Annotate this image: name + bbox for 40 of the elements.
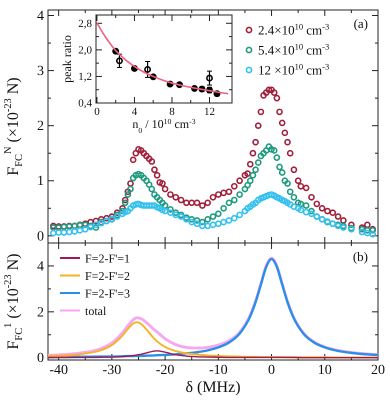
y-tick-label: 2 <box>37 119 44 134</box>
y-tick-label: 1,2 <box>78 70 92 83</box>
x-tick-label: -40 <box>49 362 68 378</box>
point <box>116 57 123 64</box>
x-axis-title: n$_{0}$ / 10$^{10}$ cm$^{-3}$ <box>132 116 196 134</box>
x-tick-label: 20 <box>371 362 385 378</box>
legend-label: F=2-F'=1 <box>85 252 130 266</box>
annotation: (b) <box>352 249 368 264</box>
legend-label: 12 ×10$^{10}$ cm$^{-3}$ <box>258 62 330 78</box>
x-tick-label: 8 <box>169 106 176 118</box>
line-series <box>47 350 379 358</box>
y-tick-label: 3 <box>37 64 44 80</box>
annotation: (a) <box>354 16 368 31</box>
y-tick-label: 2 <box>37 305 44 320</box>
y-tick-label: 0 <box>37 229 44 244</box>
x-tick-label: 0 <box>268 362 276 378</box>
legend-label: total <box>85 304 107 318</box>
x-tick-label: -10 <box>208 362 228 378</box>
y-tick-label: 0 <box>37 351 44 366</box>
x-tick-label: 0 <box>94 106 100 118</box>
x-tick-label: -20 <box>156 362 174 378</box>
y-tick-label: 4 <box>37 8 44 24</box>
y-axis-title: peak ratio <box>60 35 74 83</box>
point <box>206 74 213 82</box>
y-tick-label: 2,0 <box>78 44 92 56</box>
legend-label: 2.4×10$^{10}$ cm$^{-3}$ <box>258 22 330 38</box>
x-tick-label: 12 <box>204 106 215 118</box>
legend-label: F=2-F'=2 <box>85 269 130 283</box>
y-tick-label: 0,4 <box>78 98 92 110</box>
legend-label: 5.4×10$^{10}$ cm$^{-3}$ <box>258 42 330 58</box>
line-series <box>47 321 379 358</box>
y-tick-label: 2,8 <box>78 18 92 30</box>
legend-label: F=2-F'=3 <box>85 286 130 300</box>
point <box>144 66 152 73</box>
x-tick-label: 10 <box>318 362 332 378</box>
y-tick-label: 1 <box>37 174 44 190</box>
x-axis-title: δ (MHz) <box>185 379 241 396</box>
x-tick-label: -30 <box>102 362 122 378</box>
y-tick-label: 4 <box>37 259 44 274</box>
x-tick-label: 4 <box>132 106 138 118</box>
